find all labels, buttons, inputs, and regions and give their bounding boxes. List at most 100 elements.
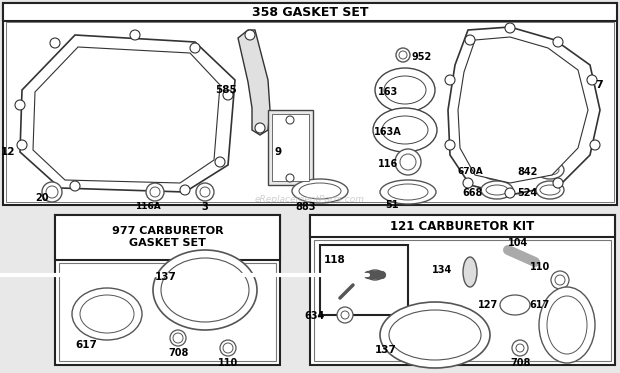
Text: 358 GASKET SET: 358 GASKET SET <box>252 6 368 19</box>
Circle shape <box>286 174 294 182</box>
Bar <box>310 215 615 237</box>
Text: 110: 110 <box>529 262 550 272</box>
Circle shape <box>555 275 565 285</box>
Text: 137: 137 <box>375 345 397 355</box>
Ellipse shape <box>299 183 341 199</box>
Ellipse shape <box>380 180 436 204</box>
Circle shape <box>590 140 600 150</box>
Text: 51: 51 <box>385 200 399 210</box>
Circle shape <box>400 154 416 170</box>
Circle shape <box>180 185 190 195</box>
Ellipse shape <box>153 250 257 330</box>
Text: 842: 842 <box>518 167 538 177</box>
Ellipse shape <box>382 116 428 144</box>
Text: 524: 524 <box>518 188 538 198</box>
Bar <box>3 3 617 205</box>
Ellipse shape <box>161 258 249 322</box>
Circle shape <box>42 182 62 202</box>
Ellipse shape <box>384 76 426 104</box>
Circle shape <box>341 311 349 319</box>
Text: 9: 9 <box>275 147 281 157</box>
Text: 20: 20 <box>35 193 48 203</box>
Circle shape <box>396 48 410 62</box>
Circle shape <box>516 344 524 352</box>
Text: 3: 3 <box>202 202 208 212</box>
Circle shape <box>399 51 407 59</box>
Circle shape <box>220 340 236 356</box>
Text: 118: 118 <box>324 255 346 265</box>
Ellipse shape <box>373 108 437 152</box>
Ellipse shape <box>380 302 490 368</box>
Circle shape <box>551 271 569 289</box>
Text: 163A: 163A <box>374 127 402 137</box>
Circle shape <box>337 307 353 323</box>
Circle shape <box>445 75 455 85</box>
Text: 137: 137 <box>155 272 177 282</box>
Circle shape <box>196 183 214 201</box>
Text: 127: 127 <box>478 300 498 310</box>
Circle shape <box>70 181 80 191</box>
Text: 708: 708 <box>168 348 188 358</box>
Circle shape <box>286 116 294 124</box>
Circle shape <box>465 35 475 45</box>
Text: 668: 668 <box>463 188 483 198</box>
Ellipse shape <box>541 165 559 175</box>
Circle shape <box>150 187 160 197</box>
Text: 617: 617 <box>75 340 97 350</box>
Ellipse shape <box>367 270 383 280</box>
Text: 708: 708 <box>510 358 530 368</box>
Ellipse shape <box>536 161 564 179</box>
Ellipse shape <box>540 185 560 195</box>
Circle shape <box>46 186 58 198</box>
Circle shape <box>215 157 225 167</box>
Circle shape <box>170 330 186 346</box>
Polygon shape <box>238 30 270 135</box>
Ellipse shape <box>463 257 477 287</box>
Ellipse shape <box>375 68 435 112</box>
Polygon shape <box>33 47 220 183</box>
Text: 121 CARBURETOR KIT: 121 CARBURETOR KIT <box>391 219 534 232</box>
Bar <box>314 240 611 361</box>
Text: 163: 163 <box>378 87 398 97</box>
Ellipse shape <box>389 310 481 360</box>
Bar <box>6 22 614 202</box>
Text: eReplacementParts.com: eReplacementParts.com <box>255 195 365 204</box>
Bar <box>268 110 313 185</box>
Ellipse shape <box>547 296 587 354</box>
Text: 952: 952 <box>412 52 432 62</box>
Circle shape <box>146 183 164 201</box>
Circle shape <box>223 90 233 100</box>
Circle shape <box>200 187 210 197</box>
Ellipse shape <box>80 295 134 333</box>
Circle shape <box>223 343 233 353</box>
Text: 116: 116 <box>378 159 398 169</box>
Circle shape <box>463 178 473 188</box>
Circle shape <box>505 188 515 198</box>
Text: 670A: 670A <box>458 167 483 176</box>
Circle shape <box>173 333 183 343</box>
Ellipse shape <box>500 295 530 315</box>
Bar <box>272 114 309 181</box>
Circle shape <box>245 30 255 40</box>
Circle shape <box>130 30 140 40</box>
Circle shape <box>553 37 563 47</box>
Text: 585: 585 <box>215 85 237 95</box>
Ellipse shape <box>536 181 564 199</box>
Bar <box>55 215 280 260</box>
Ellipse shape <box>539 287 595 363</box>
Bar <box>59 263 276 361</box>
Circle shape <box>505 23 515 33</box>
Bar <box>310 215 615 365</box>
Circle shape <box>15 100 25 110</box>
Text: 634: 634 <box>305 311 325 321</box>
Ellipse shape <box>292 179 348 203</box>
Bar <box>55 215 280 365</box>
Circle shape <box>512 340 528 356</box>
Text: 110: 110 <box>218 358 238 368</box>
Ellipse shape <box>388 184 428 200</box>
Circle shape <box>255 123 265 133</box>
Text: 977 CARBURETOR
GASKET SET: 977 CARBURETOR GASKET SET <box>112 226 223 248</box>
Polygon shape <box>458 37 588 183</box>
Circle shape <box>395 149 421 175</box>
Circle shape <box>445 140 455 150</box>
